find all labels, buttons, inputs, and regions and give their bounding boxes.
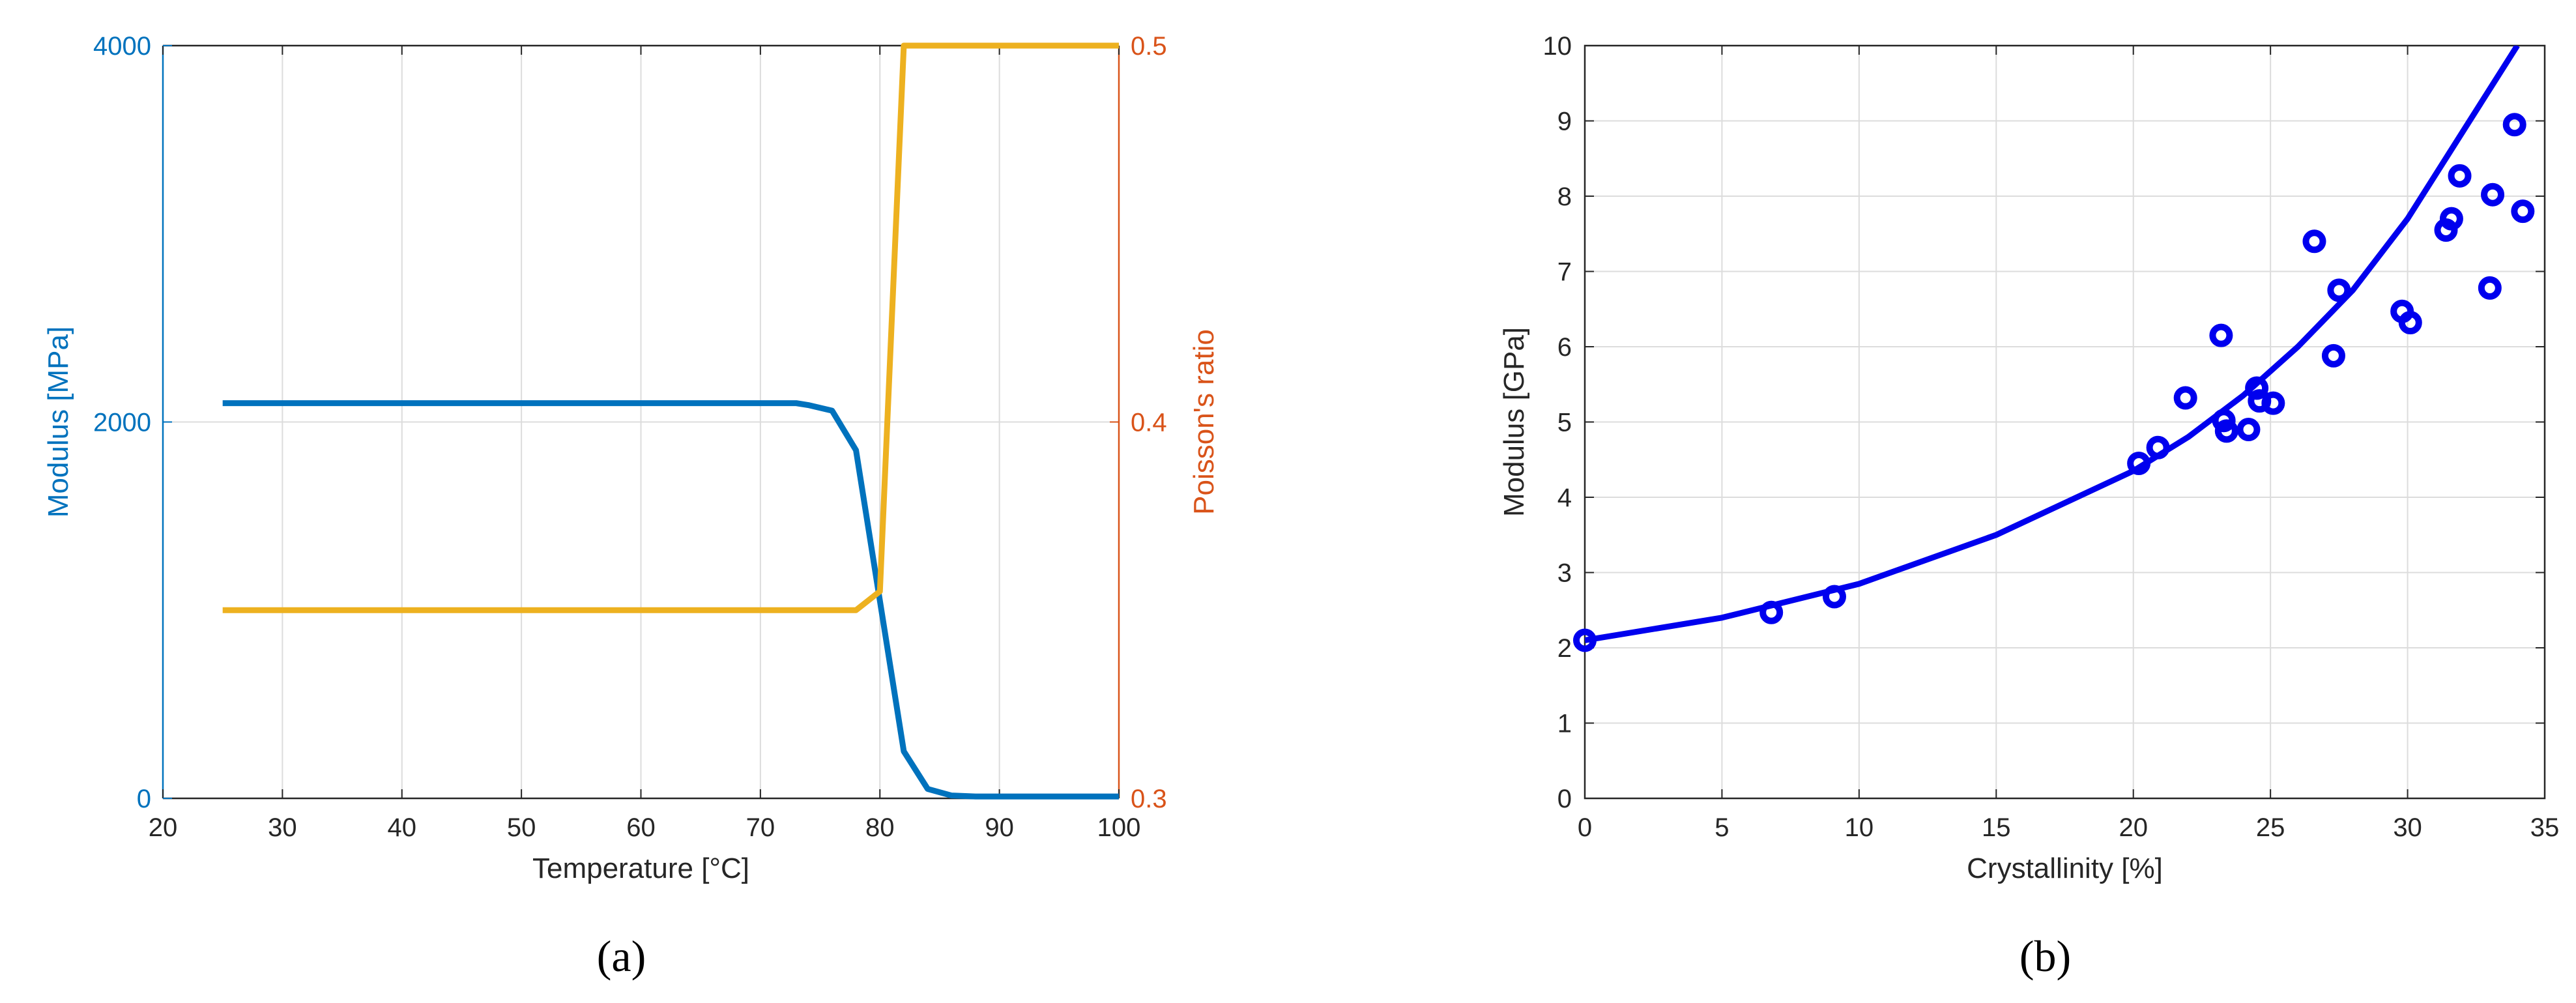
data-point	[2245, 376, 2269, 400]
data-point	[2127, 452, 2151, 476]
data-point	[2173, 386, 2197, 410]
y-tick-label: 5	[1557, 409, 1572, 437]
poisson-series-line	[222, 42, 1119, 613]
data-point	[2261, 391, 2285, 415]
data-point	[2321, 343, 2345, 368]
y-tick-label: 1	[1557, 710, 1572, 738]
x-tick-label: 5	[1715, 813, 1729, 842]
data-point	[2236, 418, 2261, 442]
left-y-tick-label: 0	[137, 785, 151, 813]
y-tick-label: 3	[1557, 559, 1572, 588]
x-tick-label: 100	[1097, 813, 1141, 842]
x-tick-label: 20	[2119, 813, 2148, 842]
left-y-axis-label: Modulus [MPa]	[42, 327, 74, 517]
x-tick-label: 15	[1982, 813, 2011, 842]
y-tick-label: 9	[1557, 108, 1572, 136]
panel-b-chart: 0 5 10 15 20 25 30 35 0 1 2 3 4 5 6 7 8 9 10 Crystallinity …	[1498, 32, 2559, 981]
data-point	[2478, 276, 2502, 300]
y-tick-label: 2	[1557, 634, 1572, 663]
y-tick-label: 0	[1557, 785, 1572, 813]
y-axis-label: Modulus [GPa]	[1498, 327, 1530, 517]
x-tick-label: 30	[2393, 813, 2422, 842]
data-point	[1573, 628, 1597, 652]
x-tick-label: 40	[388, 813, 417, 842]
x-tick-label: 60	[626, 813, 656, 842]
data-point	[2502, 113, 2526, 137]
data-point	[2511, 199, 2535, 224]
x-tick-label: 25	[2256, 813, 2285, 842]
x-tick-label: 50	[507, 813, 536, 842]
data-point	[1822, 585, 1846, 609]
data-point	[2439, 207, 2463, 231]
right-y-axis-label: Poisson's ratio	[1188, 329, 1220, 515]
panel-label-b: (b)	[2019, 931, 2071, 981]
data-point	[2302, 229, 2326, 254]
x-tick-label: 35	[2530, 813, 2560, 842]
x-tick-label: 30	[268, 813, 297, 842]
data-point	[2212, 409, 2236, 433]
right-y-tick-label: 0.5	[1131, 32, 1167, 61]
y-tick-label: 8	[1557, 182, 1572, 211]
data-point	[1759, 600, 1784, 624]
x-axis-label: Temperature [°C]	[532, 852, 749, 884]
data-point	[2209, 323, 2233, 347]
modulus-series-line	[222, 400, 1119, 800]
data-point	[2327, 278, 2351, 302]
y-tick-label: 10	[1543, 32, 1572, 61]
left-y-tick-label: 2000	[93, 409, 151, 437]
left-y-tick-label: 4000	[93, 32, 151, 61]
data-point	[2146, 435, 2170, 459]
y-tick-label: 6	[1557, 333, 1572, 362]
x-axis-label: Crystallinity [%]	[1967, 852, 2163, 884]
panel-a-chart: 20 30 40 50 60 70 80 90 100 0 2000 4000 0.3 0.4 0.5 Tem…	[42, 32, 1220, 981]
data-point	[2448, 164, 2472, 188]
x-tick-label: 80	[865, 813, 895, 842]
y-tick-label: 4	[1557, 484, 1572, 512]
y-tick-label: 7	[1557, 258, 1572, 287]
panel-label-a: (a)	[597, 931, 646, 981]
right-y-tick-label: 0.3	[1131, 785, 1167, 813]
x-tick-label: 70	[746, 813, 775, 842]
x-tick-label: 0	[1578, 813, 1592, 842]
data-point	[2398, 311, 2422, 335]
data-point	[2481, 182, 2505, 207]
data-point	[2214, 419, 2238, 443]
x-tick-label: 90	[985, 813, 1014, 842]
x-tick-label: 20	[149, 813, 178, 842]
right-y-tick-label: 0.4	[1131, 409, 1167, 437]
x-tick-label: 10	[1845, 813, 1874, 842]
